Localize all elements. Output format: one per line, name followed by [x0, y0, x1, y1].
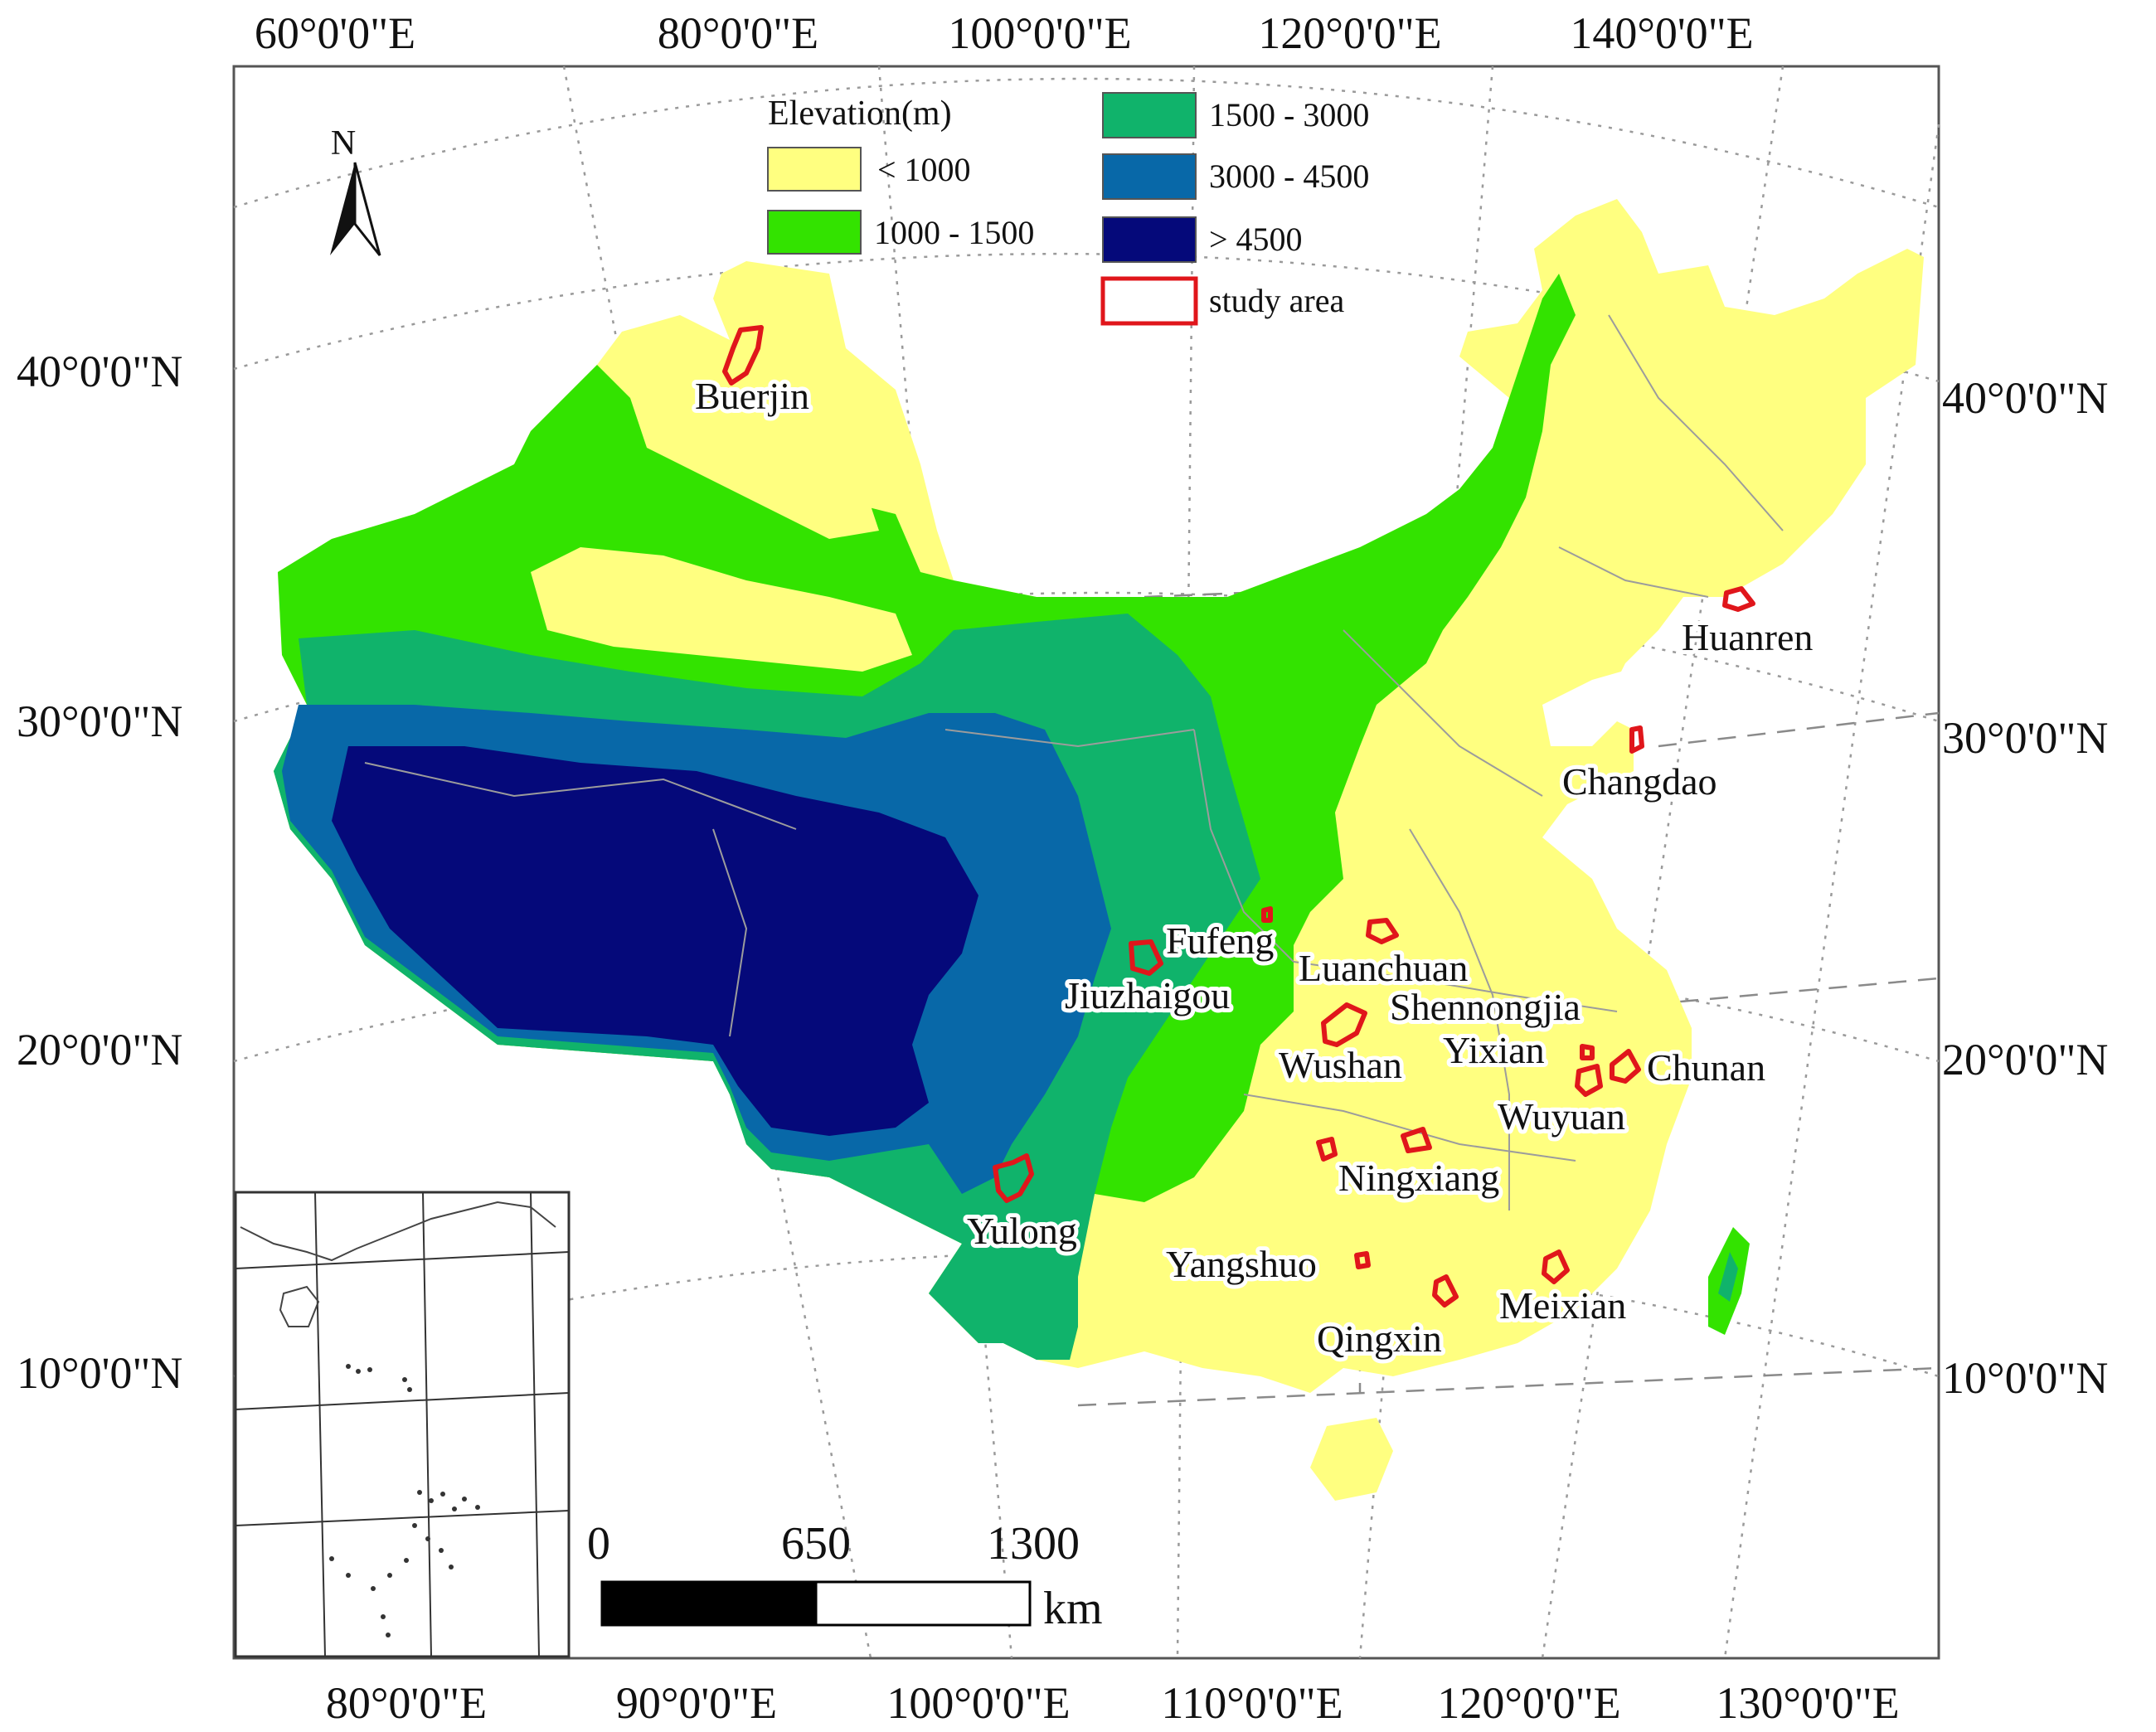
study-area-ningxiang — [1316, 1137, 1338, 1162]
scale-segment-light — [814, 1580, 1032, 1627]
right-lat-label-20: 20°0'0"N — [1942, 1035, 2108, 1084]
right-lat-label-40: 40°0'0"N — [1942, 373, 2108, 423]
legend-swatch-study-area — [1100, 276, 1198, 326]
right-lat-label-30: 30°0'0"N — [1942, 713, 2108, 763]
site-label-huanren: Huanren — [1682, 616, 1813, 658]
site-label-fufeng: Fufeng — [1166, 919, 1274, 962]
site-label-jiuzhaigou: Jiuzhaigou — [1065, 974, 1230, 1016]
legend-label-gt4500: > 4500 — [1209, 221, 1303, 258]
legend-label-study-area: study area — [1209, 282, 1345, 319]
study-area-yulong — [993, 1153, 1034, 1203]
bottom-lon-label-120: 120°0'0"E — [1437, 1678, 1620, 1728]
scale-segment-dark — [600, 1580, 818, 1627]
study-area-yangshuo — [1354, 1251, 1371, 1269]
north-arrow-icon: N — [330, 124, 381, 256]
site-label-yixian: Yixian — [1443, 1029, 1545, 1071]
study-area-jiuzhaigou — [1129, 939, 1163, 976]
inset-frame — [234, 1191, 571, 1658]
china-elevation — [274, 199, 1924, 1501]
site-label-changdao: Changdao — [1562, 760, 1717, 803]
legend-swatch-1500-3000 — [1102, 92, 1197, 138]
scale-tick-1300: 1300 — [987, 1518, 1080, 1569]
right-lat-label-10: 10°0'0"N — [1942, 1353, 2108, 1403]
legend-label-lt1000: < 1000 — [877, 151, 971, 188]
bohai-sea — [1542, 663, 1650, 746]
site-label-chunan: Chunan — [1647, 1046, 1765, 1089]
right-latitude-labels: 40°0'0"N 30°0'0"N 20°0'0"N 10°0'0"N — [1942, 373, 2108, 1403]
inset-map — [234, 1191, 571, 1658]
study-area-luanchuan — [1366, 918, 1399, 944]
bottom-longitude-labels: 80°0'0"E 90°0'0"E 100°0'0"E 110°0'0"E 12… — [326, 1678, 1900, 1728]
site-label-wushan: Wushan — [1279, 1044, 1402, 1086]
top-lon-label-80: 80°0'0"E — [658, 8, 818, 58]
site-label-luanchuan: Luanchuan — [1299, 947, 1468, 989]
top-lon-label-100: 100°0'0"E — [948, 8, 1131, 58]
bottom-lon-label-100: 100°0'0"E — [886, 1678, 1070, 1728]
legend-swatch-lt1000 — [767, 147, 862, 192]
study-area-qingxin — [1432, 1274, 1459, 1307]
site-label-buerjin: Buerjin — [695, 375, 809, 417]
study-area-huanren — [1722, 586, 1755, 612]
study-areas — [722, 325, 1755, 1307]
site-label-yangshuo: Yangshuo — [1166, 1243, 1317, 1285]
site-label-shennongjia: Shennongjia — [1390, 986, 1581, 1028]
scale-unit: km — [1043, 1583, 1103, 1634]
legend-swatch-3000-4500 — [1102, 153, 1197, 200]
left-lat-label-20: 20°0'0"N — [17, 1025, 182, 1075]
bottom-lon-label-80: 80°0'0"E — [326, 1678, 487, 1728]
legend-label-3000-4500: 3000 - 4500 — [1209, 158, 1369, 195]
desert-basin — [531, 547, 912, 672]
study-area-wushan-ningxiang — [1401, 1127, 1432, 1153]
left-lat-label-40: 40°0'0"N — [17, 347, 182, 396]
top-lon-label-60: 60°0'0"E — [255, 8, 415, 58]
top-longitude-labels: 60°0'0"E 80°0'0"E 100°0'0"E 120°0'0"E 14… — [255, 8, 1754, 58]
site-label-meixian: Meixian — [1499, 1284, 1626, 1327]
study-area-shennongjia — [1321, 1002, 1367, 1047]
left-lat-label-30: 30°0'0"N — [17, 696, 182, 746]
legend: Elevation(m) < 1000 1000 - 1500 1500 - 3… — [767, 92, 1369, 326]
study-area-yixian — [1580, 1044, 1595, 1060]
study-area-fufeng — [1261, 906, 1273, 923]
study-area-changdao — [1629, 725, 1644, 754]
site-labels: Buerjin Huanren Changdao Fufeng Luanchua… — [691, 371, 1817, 1364]
scale-bar: 0 650 1300 km — [587, 1518, 1103, 1634]
site-label-yulong: Yulong — [967, 1210, 1077, 1252]
site-label-qingxin: Qingxin — [1317, 1317, 1442, 1360]
study-area-wuyuan — [1575, 1064, 1603, 1097]
hainan — [1310, 1418, 1393, 1501]
bottom-lon-label-130: 130°0'0"E — [1716, 1678, 1899, 1728]
scale-tick-0: 0 — [587, 1518, 610, 1569]
bottom-lon-label-90: 90°0'0"E — [616, 1678, 777, 1728]
top-lon-label-140: 140°0'0"E — [1570, 8, 1753, 58]
scale-tick-650: 650 — [781, 1518, 851, 1569]
legend-label-1000-1500: 1000 - 1500 — [874, 214, 1034, 251]
province-boundaries — [364, 314, 1784, 1210]
legend-swatch-1000-1500 — [767, 210, 862, 255]
legend-swatch-gt4500 — [1102, 216, 1197, 263]
site-label-ningxiang: Ningxiang — [1338, 1157, 1499, 1199]
legend-label-1500-3000: 1500 - 3000 — [1209, 96, 1369, 133]
taiwan-core — [1718, 1252, 1738, 1302]
bottom-lon-label-110: 110°0'0"E — [1161, 1678, 1343, 1728]
study-area-buerjin — [722, 325, 764, 386]
site-label-wuyuan: Wuyuan — [1498, 1095, 1625, 1138]
study-area-chunan — [1610, 1049, 1641, 1084]
study-area-meixian — [1542, 1249, 1570, 1284]
left-latitude-labels: 40°0'0"N 30°0'0"N 20°0'0"N 10°0'0"N — [17, 347, 182, 1398]
top-lon-label-120: 120°0'0"E — [1258, 8, 1441, 58]
left-lat-label-10: 10°0'0"N — [17, 1348, 182, 1398]
dzungarian-basin — [630, 390, 879, 539]
elevation-zone-gt4500 — [332, 746, 978, 1136]
legend-title: Elevation(m) — [768, 95, 952, 133]
north-arrow-label: N — [331, 124, 356, 163]
